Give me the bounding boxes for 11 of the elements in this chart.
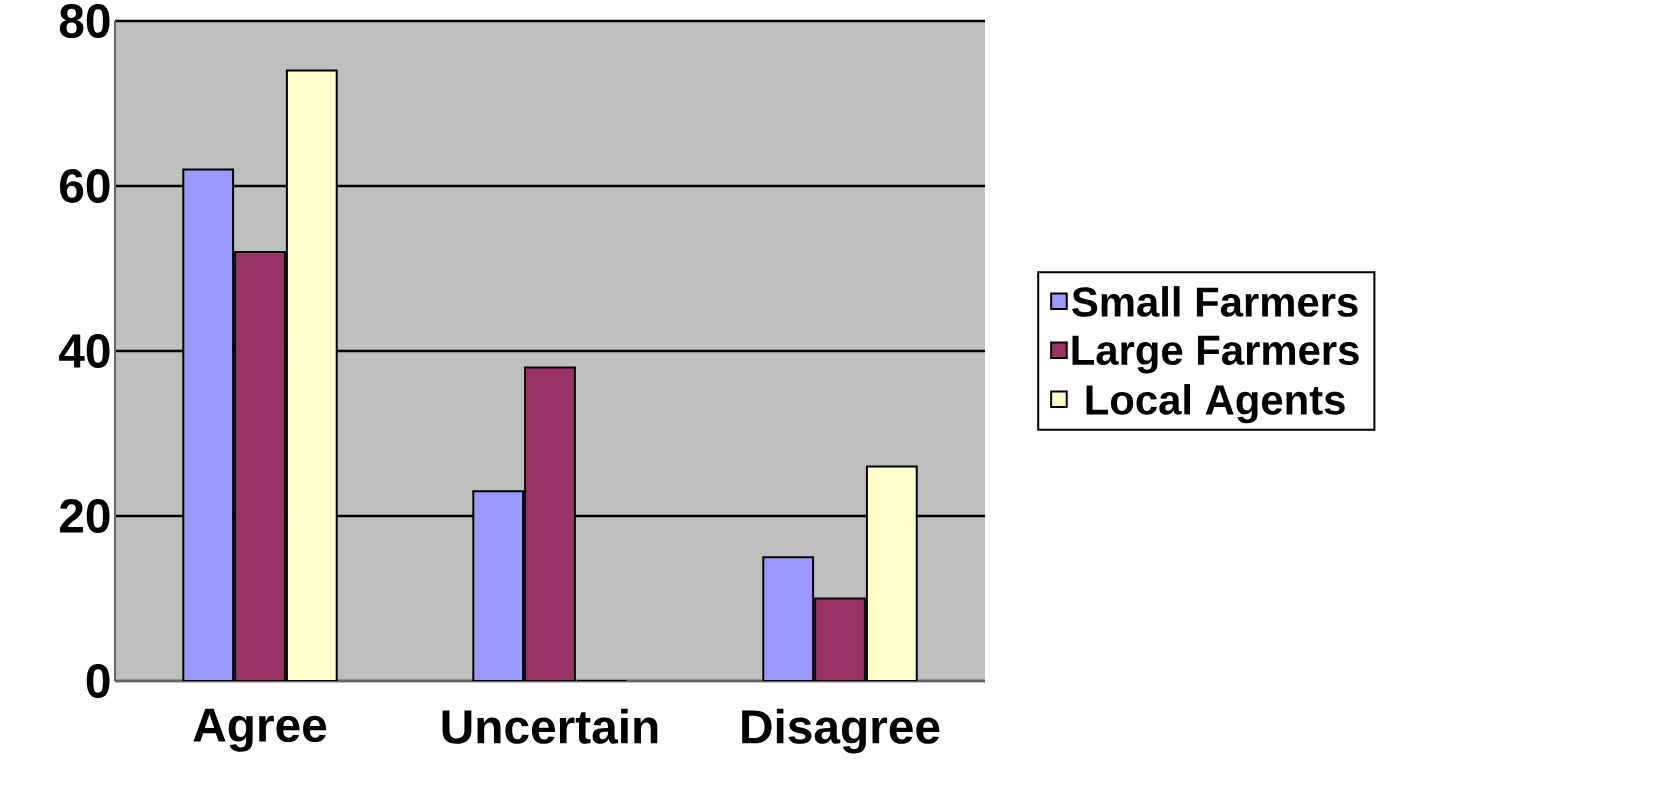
y-tick-label: 20	[59, 499, 110, 533]
legend-label: Large Farmers	[1072, 335, 1359, 374]
y-tick-label: 60	[60, 169, 110, 203]
x-tick-label: Uncertain	[442, 708, 658, 744]
y-tick-label: 80	[59, 4, 110, 38]
y-tick-label: 0	[86, 664, 110, 698]
x-tick-label: Agree	[193, 708, 327, 752]
legend-label: Small Farmers	[1072, 286, 1358, 317]
x-tick-label: Disagree	[742, 708, 940, 754]
legend-label: Local Agents	[1086, 384, 1345, 424]
y-tick-label: 40	[59, 334, 110, 368]
